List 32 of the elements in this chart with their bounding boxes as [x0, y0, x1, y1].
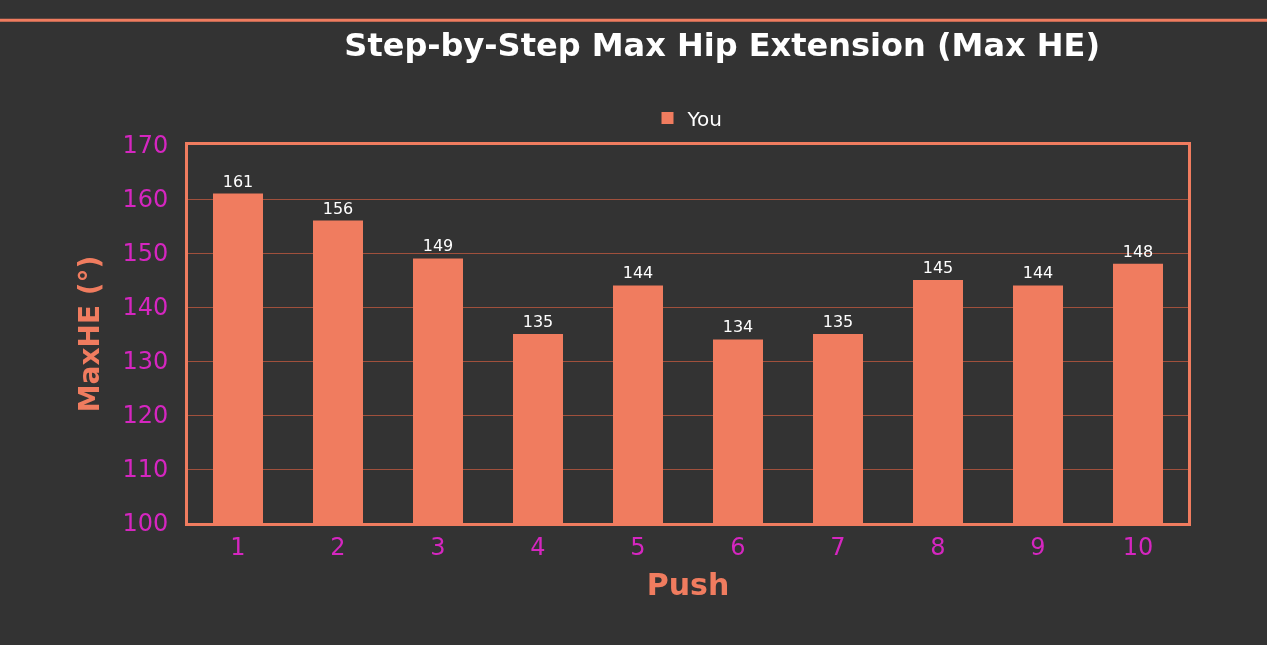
x-tick-label: 1: [230, 532, 246, 561]
y-tick-label: 130: [122, 347, 169, 376]
y-tick-label: 110: [122, 455, 169, 484]
chart-title: Step-by-Step Max Hip Extension (Max HE): [344, 26, 1101, 65]
x-tick-label: 6: [730, 532, 746, 561]
data-label: 156: [322, 198, 354, 218]
data-label: 144: [622, 263, 654, 283]
y-tick-label: 140: [122, 293, 169, 322]
y-tick-label: 100: [122, 509, 169, 538]
x-tick-label: 8: [930, 532, 946, 561]
x-tick-label: 5: [630, 532, 646, 561]
x-tick-label: 4: [530, 532, 546, 561]
data-label: 148: [1122, 241, 1154, 261]
data-label: 161: [222, 171, 254, 191]
y-tick-label: 120: [122, 401, 169, 430]
x-tick-label: 2: [330, 532, 346, 561]
data-label: 144: [1022, 263, 1054, 283]
x-tick-label: 10: [1122, 532, 1154, 561]
data-label: 135: [522, 312, 554, 331]
x-axis-title: Push: [646, 567, 730, 603]
data-label: 149: [422, 236, 454, 256]
x-tick-label: 9: [1030, 532, 1046, 561]
data-label: 135: [822, 312, 854, 331]
y-tick-label: 170: [122, 131, 169, 160]
x-tick-label: 3: [430, 532, 446, 561]
legend-label: You: [686, 106, 722, 131]
data-label: 134: [722, 317, 754, 337]
y-axis-title: MaxHE (°): [73, 255, 107, 413]
y-tick-label: 160: [122, 185, 169, 214]
y-tick-label: 150: [122, 239, 169, 268]
x-tick-label: 7: [830, 532, 846, 561]
data-label: 145: [922, 258, 954, 277]
